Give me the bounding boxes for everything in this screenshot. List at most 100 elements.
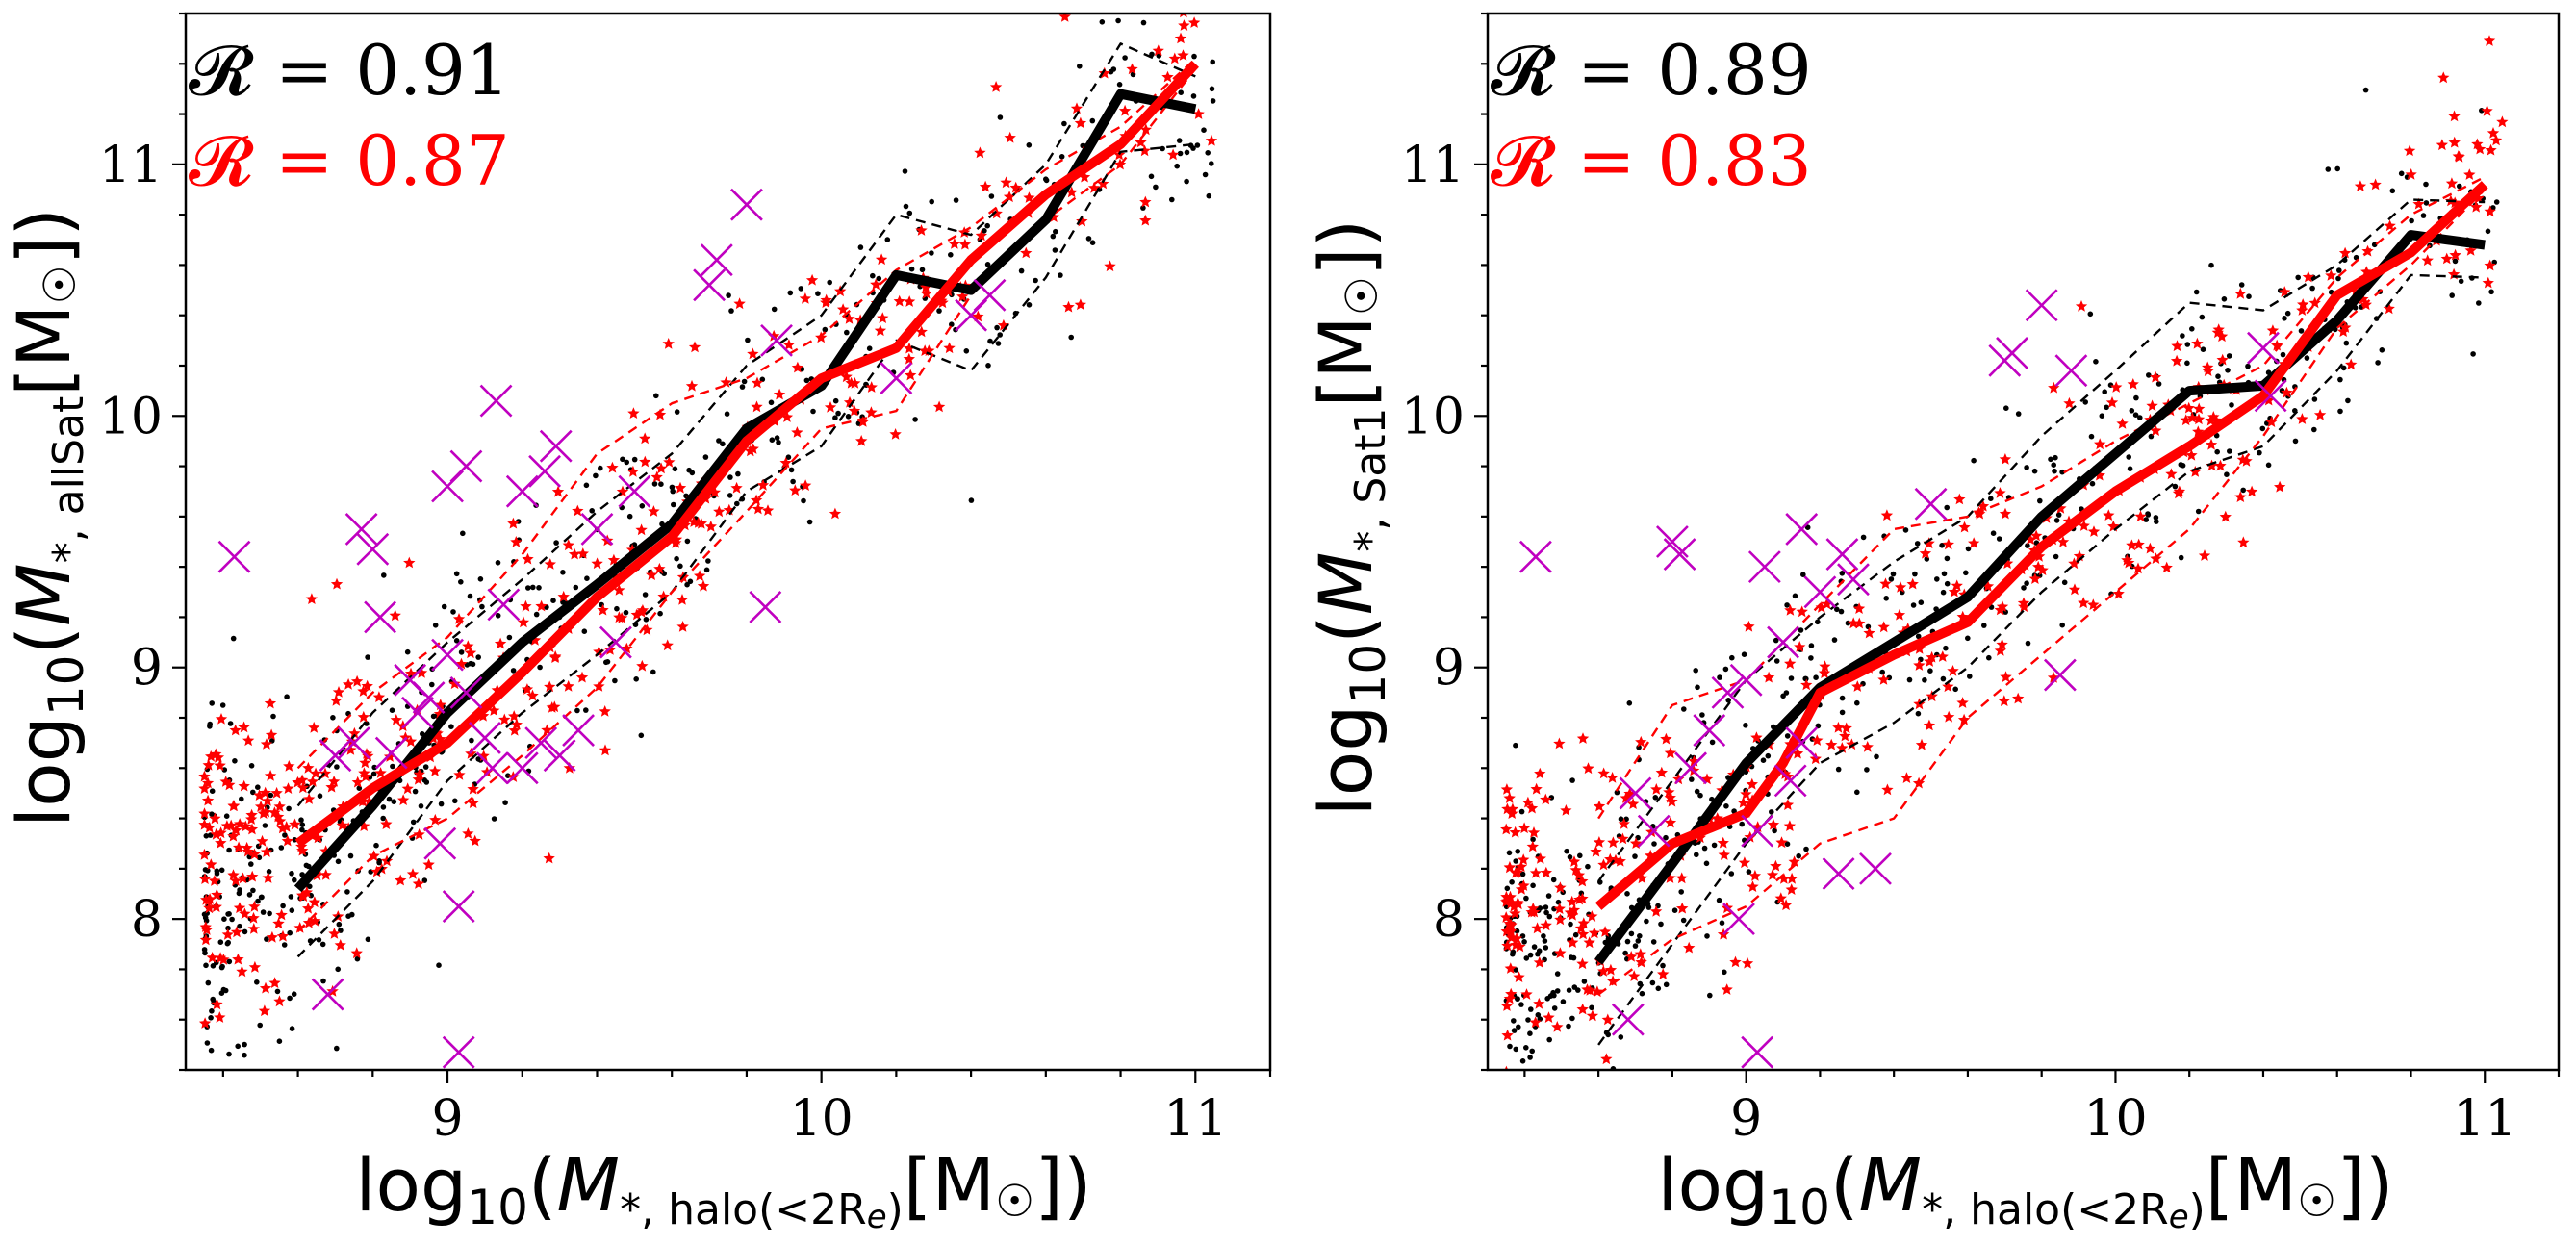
left-magenta-cross bbox=[700, 243, 733, 277]
right-red-star bbox=[2354, 180, 2367, 191]
right-red-star bbox=[1527, 826, 1541, 838]
right-black-dot bbox=[2304, 355, 2310, 361]
left-red-star bbox=[551, 485, 565, 497]
right-red-star bbox=[1664, 816, 1677, 828]
right-black-dot bbox=[1644, 918, 1649, 925]
right-black-dot bbox=[2129, 408, 2135, 414]
right-black-dot bbox=[1509, 879, 1515, 885]
left-black-dot bbox=[344, 889, 350, 895]
left-red-star bbox=[782, 339, 796, 350]
right-black-dot bbox=[1879, 669, 1885, 675]
left-black-dot bbox=[438, 801, 445, 807]
right-red-star bbox=[1906, 577, 1919, 590]
left-red-star bbox=[245, 813, 258, 825]
right-black-dot bbox=[1577, 852, 1583, 859]
left-red-star bbox=[201, 776, 215, 789]
left-red-star bbox=[198, 807, 211, 819]
left-black-dot bbox=[684, 538, 691, 545]
left-red-star bbox=[920, 287, 932, 299]
right-red-star bbox=[1968, 537, 1980, 548]
right-red-star bbox=[2198, 549, 2211, 561]
left-black-dot bbox=[203, 962, 209, 969]
right-black-dot bbox=[2199, 314, 2206, 320]
left-black-dot bbox=[769, 437, 776, 444]
left-black-dot bbox=[815, 291, 821, 297]
left-black-dot bbox=[785, 454, 792, 461]
right-black-dot bbox=[1639, 990, 1645, 997]
right-black-dot bbox=[2048, 456, 2053, 463]
right-y-tick-label: 8 bbox=[1433, 891, 1465, 949]
left-black-dot bbox=[316, 937, 322, 943]
left-black-dot bbox=[248, 861, 254, 867]
left-red-star bbox=[752, 502, 765, 515]
right-black-dot bbox=[1728, 871, 1735, 877]
right-red-star bbox=[1598, 926, 1612, 937]
right-black-dot bbox=[1965, 635, 1971, 642]
right-black-dot bbox=[1722, 666, 1729, 673]
left-red-star bbox=[575, 671, 589, 683]
right-red-star bbox=[2487, 127, 2500, 139]
left-black-dot bbox=[584, 575, 590, 581]
left-red-star bbox=[330, 694, 343, 706]
right-red-star bbox=[2325, 269, 2337, 281]
left-red-star bbox=[281, 834, 293, 847]
left-black-dot bbox=[832, 397, 839, 404]
right-black-dot bbox=[1918, 599, 1925, 605]
right-black-dot bbox=[1542, 938, 1548, 944]
left-red-star bbox=[1004, 131, 1016, 143]
left-black-dot bbox=[214, 868, 220, 874]
left-black-dot bbox=[1033, 277, 1038, 284]
right-black-dot bbox=[1632, 853, 1638, 859]
right-magenta-cross bbox=[1747, 550, 1781, 584]
left-magenta-cross bbox=[344, 513, 378, 546]
right-red-star bbox=[2482, 276, 2494, 289]
left-magenta-cross bbox=[693, 268, 726, 302]
left-black-dot bbox=[550, 598, 556, 603]
left-magenta-cross bbox=[475, 751, 509, 785]
left-black-dot bbox=[623, 609, 629, 616]
right-red-star bbox=[1508, 900, 1520, 912]
left-magenta-cross bbox=[539, 429, 573, 463]
left-black-dot bbox=[280, 903, 286, 909]
left-red-star bbox=[202, 758, 215, 771]
left-magenta-cross bbox=[356, 532, 390, 566]
right-red-star bbox=[1533, 956, 1545, 968]
right-black-dot bbox=[1570, 954, 1577, 961]
left-red-star bbox=[282, 782, 294, 794]
right-black-dot bbox=[2337, 376, 2343, 383]
left-black-dot bbox=[299, 822, 306, 827]
left-red-star bbox=[233, 902, 246, 914]
left-magenta-cross bbox=[580, 513, 614, 546]
right-magenta-cross bbox=[1859, 852, 1892, 885]
right-magenta-cross bbox=[2254, 379, 2287, 413]
left-red-star bbox=[370, 865, 383, 877]
left-black-dot bbox=[1190, 145, 1196, 151]
right-red-star bbox=[2146, 399, 2158, 412]
left-red-star bbox=[535, 599, 548, 612]
left-black-dot bbox=[936, 308, 942, 314]
right-red-star bbox=[1515, 860, 1527, 873]
left-black-dot bbox=[658, 481, 664, 488]
right-black-dot bbox=[1568, 921, 1573, 928]
right-red-star bbox=[1503, 792, 1516, 803]
right-red-star bbox=[2403, 144, 2416, 157]
left-black-dot bbox=[208, 1047, 215, 1054]
right-black-dot bbox=[1965, 546, 1972, 552]
left-red-star bbox=[508, 724, 521, 736]
left-black-dot bbox=[724, 411, 730, 418]
right-red-star bbox=[2192, 413, 2206, 425]
right-black-dot bbox=[2311, 396, 2318, 402]
left-red-star bbox=[203, 821, 216, 833]
left-red-star bbox=[397, 794, 410, 805]
left-y-tick-label: 9 bbox=[131, 640, 163, 698]
right-black-dot bbox=[1689, 776, 1695, 782]
right-red-star bbox=[2405, 168, 2417, 180]
right-black-dot bbox=[1572, 931, 1579, 938]
right-black-dot bbox=[2325, 166, 2332, 172]
left-black-dot bbox=[226, 958, 233, 965]
right-red-star bbox=[1554, 947, 1567, 958]
right-black-dot bbox=[1988, 496, 1994, 501]
right-black-dot bbox=[1652, 795, 1659, 801]
left-red-star bbox=[1166, 148, 1180, 161]
